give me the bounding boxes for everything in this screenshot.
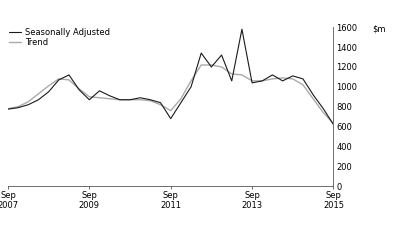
Trend bbox=[107, 97, 112, 100]
Seasonally Adjusted bbox=[209, 66, 214, 68]
Seasonally Adjusted bbox=[6, 108, 10, 111]
Line: Trend: Trend bbox=[8, 65, 333, 123]
Seasonally Adjusted bbox=[56, 79, 61, 81]
Seasonally Adjusted bbox=[168, 117, 173, 120]
Seasonally Adjusted bbox=[138, 96, 143, 99]
Trend bbox=[189, 79, 193, 82]
Trend bbox=[301, 84, 305, 86]
Trend bbox=[87, 95, 92, 98]
Seasonally Adjusted bbox=[158, 101, 163, 104]
Seasonally Adjusted bbox=[107, 94, 112, 97]
Trend bbox=[36, 92, 41, 95]
Seasonally Adjusted bbox=[219, 54, 224, 56]
Seasonally Adjusted bbox=[280, 79, 285, 82]
Trend bbox=[148, 99, 153, 102]
Trend bbox=[56, 77, 61, 80]
Trend bbox=[158, 103, 163, 106]
Trend bbox=[250, 79, 254, 82]
Trend bbox=[239, 74, 244, 76]
Seasonally Adjusted bbox=[77, 89, 81, 91]
Trend bbox=[6, 107, 10, 110]
Seasonally Adjusted bbox=[97, 89, 102, 92]
Seasonally Adjusted bbox=[260, 79, 265, 82]
Trend bbox=[118, 98, 122, 101]
Trend bbox=[219, 66, 224, 68]
Seasonally Adjusted bbox=[290, 74, 295, 77]
Trend bbox=[209, 64, 214, 66]
Seasonally Adjusted bbox=[67, 74, 71, 76]
Trend bbox=[229, 73, 234, 75]
Seasonally Adjusted bbox=[239, 28, 244, 31]
Trend bbox=[280, 76, 285, 79]
Trend bbox=[321, 111, 326, 114]
Legend: Seasonally Adjusted, Trend: Seasonally Adjusted, Trend bbox=[9, 28, 110, 47]
Trend bbox=[16, 105, 21, 108]
Trend bbox=[311, 97, 316, 100]
Trend bbox=[168, 109, 173, 112]
Trend bbox=[97, 96, 102, 99]
Seasonally Adjusted bbox=[46, 90, 51, 93]
Y-axis label: $m: $m bbox=[372, 24, 386, 33]
Trend bbox=[270, 77, 275, 80]
Seasonally Adjusted bbox=[321, 107, 326, 110]
Seasonally Adjusted bbox=[250, 81, 254, 84]
Trend bbox=[331, 122, 336, 125]
Seasonally Adjusted bbox=[229, 79, 234, 82]
Seasonally Adjusted bbox=[16, 106, 21, 109]
Seasonally Adjusted bbox=[148, 98, 153, 101]
Seasonally Adjusted bbox=[311, 94, 316, 96]
Trend bbox=[138, 98, 143, 101]
Trend bbox=[260, 79, 265, 82]
Seasonally Adjusted bbox=[118, 98, 122, 101]
Trend bbox=[179, 97, 183, 100]
Seasonally Adjusted bbox=[270, 74, 275, 76]
Trend bbox=[290, 77, 295, 80]
Seasonally Adjusted bbox=[127, 98, 132, 101]
Trend bbox=[46, 84, 51, 87]
Seasonally Adjusted bbox=[26, 103, 31, 106]
Seasonally Adjusted bbox=[301, 77, 305, 80]
Seasonally Adjusted bbox=[179, 101, 183, 104]
Trend bbox=[199, 64, 204, 66]
Seasonally Adjusted bbox=[189, 85, 193, 88]
Seasonally Adjusted bbox=[199, 52, 204, 54]
Trend bbox=[67, 79, 71, 81]
Seasonally Adjusted bbox=[87, 98, 92, 101]
Trend bbox=[127, 98, 132, 101]
Seasonally Adjusted bbox=[331, 123, 336, 126]
Line: Seasonally Adjusted: Seasonally Adjusted bbox=[8, 29, 333, 125]
Seasonally Adjusted bbox=[36, 98, 41, 101]
Trend bbox=[26, 100, 31, 103]
Trend bbox=[77, 87, 81, 90]
